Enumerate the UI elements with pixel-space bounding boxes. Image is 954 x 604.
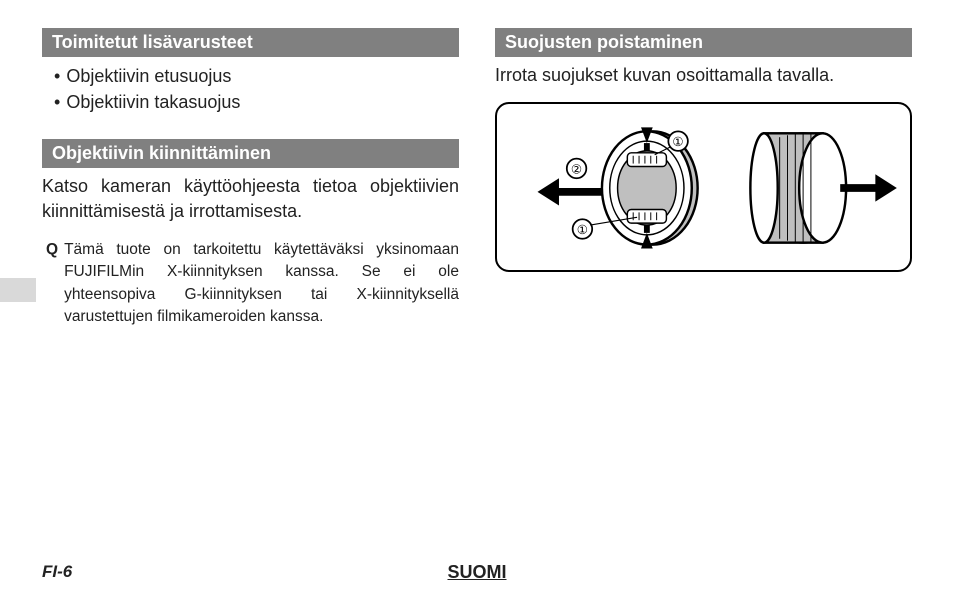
accessories-list: • Objektiivin etusuojus • Objektiivin ta…	[42, 63, 459, 115]
page-footer: FI-6 SUOMI .	[42, 562, 912, 582]
callout-1-bottom: ①	[577, 223, 588, 237]
compatibility-note: Q Tämä tuote on tarkoitettu käytettäväks…	[42, 239, 459, 329]
left-column: Toimitetut lisävarusteet • Objektiivin e…	[42, 28, 459, 328]
list-item-label: Objektiivin takasuojus	[66, 89, 240, 115]
callout-1-top: ①	[672, 135, 683, 149]
lens-caps-diagram: ① ② ①	[497, 104, 910, 270]
content-columns: Toimitetut lisävarusteet • Objektiivin e…	[42, 28, 912, 328]
list-item-label: Objektiivin etusuojus	[66, 63, 231, 89]
page-number: FI-6	[42, 562, 72, 582]
note-text: Tämä tuote on tarkoitettu käytettäväksi …	[64, 239, 459, 329]
list-item: • Objektiivin etusuojus	[54, 63, 459, 89]
accessories-header: Toimitetut lisävarusteet	[42, 28, 459, 57]
note-icon: Q	[46, 239, 58, 329]
attaching-header: Objektiivin kiinnittäminen	[42, 139, 459, 168]
callout-2: ②	[571, 163, 582, 177]
attaching-body: Katso kameran käyttöohjeesta tietoa obje…	[42, 174, 459, 224]
bullet-icon: •	[54, 63, 60, 89]
caps-body: Irrota suojukset kuvan osoittamalla tava…	[495, 63, 912, 88]
language-label: SUOMI	[447, 562, 506, 583]
right-column: Suojusten poistaminen Irrota suojukset k…	[495, 28, 912, 328]
list-item: • Objektiivin takasuojus	[54, 89, 459, 115]
bullet-icon: •	[54, 89, 60, 115]
caps-header: Suojusten poistaminen	[495, 28, 912, 57]
caps-figure: ① ② ①	[495, 102, 912, 272]
page-side-tab	[0, 278, 36, 302]
